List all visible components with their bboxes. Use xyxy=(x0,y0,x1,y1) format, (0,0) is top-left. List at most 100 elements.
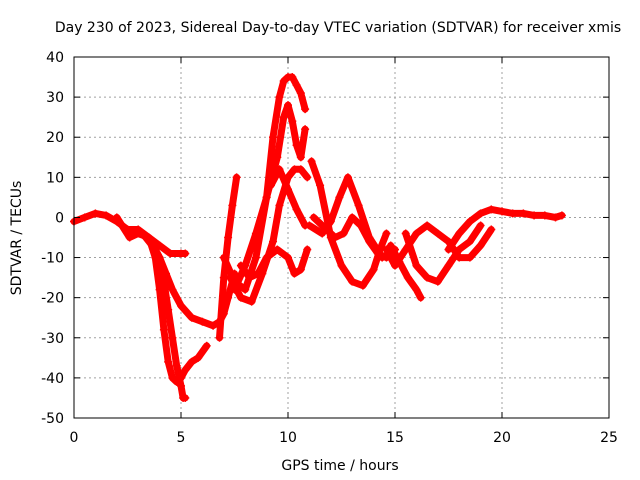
data-point xyxy=(262,193,271,202)
y-tick-label: 0 xyxy=(55,210,64,226)
data-point xyxy=(401,229,410,238)
data-point xyxy=(339,229,348,238)
data-point xyxy=(228,201,237,210)
data-point xyxy=(403,273,412,282)
data-point xyxy=(80,213,89,222)
data-point xyxy=(292,81,301,90)
data-point xyxy=(215,333,224,342)
data-point xyxy=(226,273,235,282)
data-point xyxy=(365,233,374,242)
data-point xyxy=(177,381,185,390)
data-point xyxy=(273,153,282,162)
data-point xyxy=(309,213,318,222)
data-point xyxy=(275,165,284,174)
data-point xyxy=(159,325,168,334)
data-point xyxy=(262,253,271,262)
data-point xyxy=(284,101,292,110)
data-point xyxy=(296,153,305,162)
data-point xyxy=(348,277,357,286)
data-point xyxy=(247,297,256,306)
series-layer xyxy=(70,73,566,402)
data-point xyxy=(465,217,474,226)
data-point xyxy=(187,357,196,366)
data-point xyxy=(487,225,496,234)
data-point xyxy=(519,209,528,218)
data-point xyxy=(386,241,395,250)
data-point xyxy=(202,341,211,350)
data-point xyxy=(301,125,310,134)
data-point xyxy=(412,285,421,294)
data-point xyxy=(123,225,132,234)
data-point xyxy=(236,261,245,270)
data-point xyxy=(455,229,464,238)
y-tick-label: 40 xyxy=(46,50,64,66)
data-point xyxy=(476,241,485,250)
data-point xyxy=(125,233,134,242)
data-point xyxy=(337,261,346,270)
data-point xyxy=(284,185,292,194)
data-point xyxy=(465,253,474,262)
data-point xyxy=(416,293,425,302)
tick-layer xyxy=(73,56,610,419)
data-point xyxy=(275,93,284,102)
data-point xyxy=(162,269,171,278)
data-point xyxy=(292,205,301,214)
data-point xyxy=(303,245,312,254)
data-point xyxy=(292,141,301,150)
data-point xyxy=(444,261,453,270)
data-point xyxy=(412,261,421,270)
data-point xyxy=(166,249,175,258)
data-point xyxy=(335,193,344,202)
data-point xyxy=(296,165,305,174)
data-point xyxy=(219,253,228,262)
data-point xyxy=(303,173,312,182)
plot-frame xyxy=(73,56,610,419)
data-point xyxy=(251,229,260,238)
data-point xyxy=(224,233,233,242)
data-point xyxy=(181,393,190,402)
data-point xyxy=(279,77,288,86)
data-point xyxy=(423,273,432,282)
data-point xyxy=(296,89,305,98)
data-point xyxy=(444,245,453,254)
data-point xyxy=(358,281,367,290)
data-point xyxy=(382,229,391,238)
data-point xyxy=(395,257,404,266)
data-point xyxy=(241,285,250,294)
data-point xyxy=(279,113,288,122)
y-tick-label: -40 xyxy=(41,371,64,387)
data-point xyxy=(266,181,275,190)
data-point xyxy=(232,173,241,182)
tick-label-layer: 0 5 10 15 20 25 -50 -40 -30 -20 -10 0 10 20 30 40 xyxy=(41,50,618,446)
data-point xyxy=(209,321,218,330)
data-point xyxy=(307,157,316,166)
data-point xyxy=(284,253,292,262)
y-tick-label: -20 xyxy=(41,291,64,307)
chart-title: Day 230 of 2023, Sidereal Day-to-day VTE… xyxy=(55,20,621,36)
data-point xyxy=(134,225,143,234)
data-point xyxy=(198,317,207,326)
data-point xyxy=(326,217,335,226)
data-point xyxy=(476,209,485,218)
data-point xyxy=(354,201,363,210)
data-point xyxy=(168,285,177,294)
data-point xyxy=(557,211,566,220)
data-point xyxy=(181,365,190,374)
grid-layer xyxy=(74,57,609,418)
data-point xyxy=(187,313,196,322)
data-point xyxy=(181,249,190,258)
y-axis-label: SDTVAR / TECUs xyxy=(9,181,25,296)
data-point xyxy=(151,245,160,254)
data-point xyxy=(251,253,260,262)
data-point xyxy=(423,221,432,230)
data-point xyxy=(433,229,442,238)
data-point xyxy=(433,277,442,286)
y-tick-label: -50 xyxy=(41,411,64,427)
data-point xyxy=(455,245,464,254)
data-point xyxy=(164,305,173,314)
data-point xyxy=(331,233,340,242)
data-point xyxy=(290,269,299,278)
data-point xyxy=(551,213,560,222)
